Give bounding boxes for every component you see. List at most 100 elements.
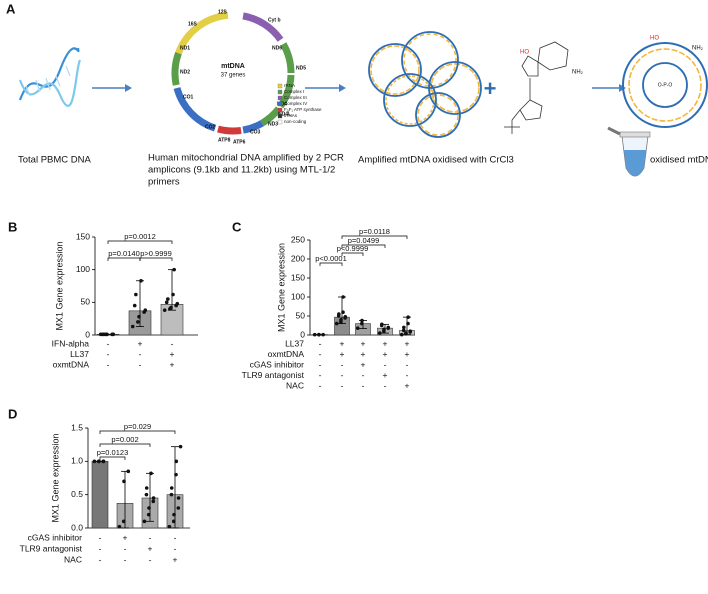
y-tick-label: 0.5	[71, 489, 83, 499]
p-value: p=0.0499	[348, 236, 380, 245]
condition-sign: -	[107, 349, 110, 359]
p-value: p=0.0140	[108, 249, 140, 258]
gene-label: 12S	[218, 9, 228, 15]
legend-swatch	[277, 101, 283, 107]
y-axis-label: MX1 Gene expression	[276, 243, 286, 332]
legend-swatch	[277, 119, 283, 125]
condition-sign: -	[319, 380, 322, 390]
data-point	[136, 320, 140, 324]
y-tick-label: 50	[296, 310, 306, 320]
molecule-label: HO	[650, 36, 659, 42]
data-point	[134, 292, 138, 297]
molecule-label: HO	[520, 50, 529, 56]
data-point	[386, 325, 391, 330]
data-point	[147, 506, 151, 510]
legend-label: rRNA	[284, 83, 295, 88]
condition-sign: -	[171, 338, 174, 348]
amplified-loops	[368, 31, 482, 138]
gene-label: CO3	[250, 129, 261, 135]
gene-label: CO2	[205, 124, 216, 130]
condition-sign: +	[173, 554, 178, 564]
condition-sign: -	[124, 543, 127, 553]
y-tick-label: 100	[76, 264, 90, 274]
condition-sign: +	[361, 338, 366, 348]
p-value: p=0.0012	[124, 232, 156, 241]
map-segment	[280, 42, 295, 74]
condition-sign: -	[319, 338, 322, 348]
data-point	[382, 327, 386, 332]
dna-helix	[18, 47, 82, 107]
data-point	[146, 512, 151, 517]
condition-sign: -	[319, 359, 322, 369]
arrow-head	[339, 84, 346, 92]
data-point	[317, 332, 321, 337]
data-point	[169, 305, 173, 310]
gene-label: CO1	[183, 94, 194, 100]
data-point	[143, 308, 148, 312]
condition-label: LL37	[70, 349, 89, 359]
condition-sign: -	[319, 370, 322, 380]
significance-bracket	[341, 244, 386, 248]
condition-sign: +	[340, 338, 345, 348]
significance-bracket	[99, 456, 126, 460]
condition-label: oxmtDNA	[53, 359, 90, 369]
condition-sign: -	[406, 370, 409, 380]
condition-sign: -	[99, 543, 102, 553]
data-point	[101, 459, 106, 464]
data-point	[408, 329, 413, 334]
condition-label: cGAS inhibitor	[250, 359, 304, 369]
y-tick-label: 150	[291, 272, 305, 282]
condition-sign: +	[383, 349, 388, 359]
data-point	[399, 332, 404, 337]
data-point	[174, 459, 179, 464]
condition-sign: -	[362, 380, 365, 390]
oxidised-circle	[622, 42, 708, 128]
data-point	[149, 471, 153, 476]
data-point	[139, 278, 143, 283]
legend-swatch	[277, 83, 283, 89]
map-title: mtDNA	[221, 63, 245, 70]
gene-label: ND3	[268, 121, 278, 127]
data-point	[169, 492, 174, 497]
condition-sign: -	[362, 370, 365, 380]
legend-label: tRNAs	[284, 113, 298, 118]
molecule	[504, 41, 569, 134]
significance-bracket	[107, 240, 173, 244]
condition-sign: +	[361, 349, 366, 359]
caption: Total PBMC DNA	[18, 155, 92, 166]
caption: amplicons (9.1kb and 11.2kb) using MTL-1…	[148, 165, 335, 176]
data-point	[360, 321, 364, 326]
condition-label: TLR9 antagonist	[242, 370, 305, 380]
p-value: p>0.9999	[140, 249, 172, 258]
panel-letter: C	[232, 219, 242, 234]
gene-label: ND1	[180, 45, 190, 51]
condition-sign: -	[149, 532, 152, 542]
gene-label: ND4L	[278, 111, 291, 117]
condition-sign: +	[170, 349, 175, 359]
y-tick-label: 100	[291, 291, 305, 301]
condition-sign: -	[384, 359, 387, 369]
data-point	[92, 459, 97, 464]
data-point	[130, 324, 135, 329]
condition-label: NAC	[286, 380, 304, 390]
map-segment	[217, 125, 242, 135]
data-point	[339, 318, 343, 322]
condition-sign: +	[340, 349, 345, 359]
p-value: p=0.0123	[97, 448, 129, 457]
gene-label: Cyt b	[268, 17, 281, 23]
y-tick-label: 0	[85, 329, 90, 339]
data-point	[102, 332, 106, 337]
legend-label: Complex IV	[284, 101, 307, 106]
data-point	[144, 486, 149, 490]
legend-label: F₀F₁ ATP synthase	[284, 107, 322, 112]
data-point	[406, 315, 410, 319]
condition-sign: +	[405, 380, 410, 390]
y-tick-label: 150	[76, 231, 90, 241]
y-tick-label: 200	[291, 253, 305, 263]
molecule-label: O-P-O	[658, 82, 673, 88]
data-point	[377, 331, 382, 335]
data-point	[97, 459, 101, 464]
panel-letter: B	[8, 219, 17, 234]
caption: primers	[148, 177, 180, 188]
data-point	[105, 332, 109, 337]
